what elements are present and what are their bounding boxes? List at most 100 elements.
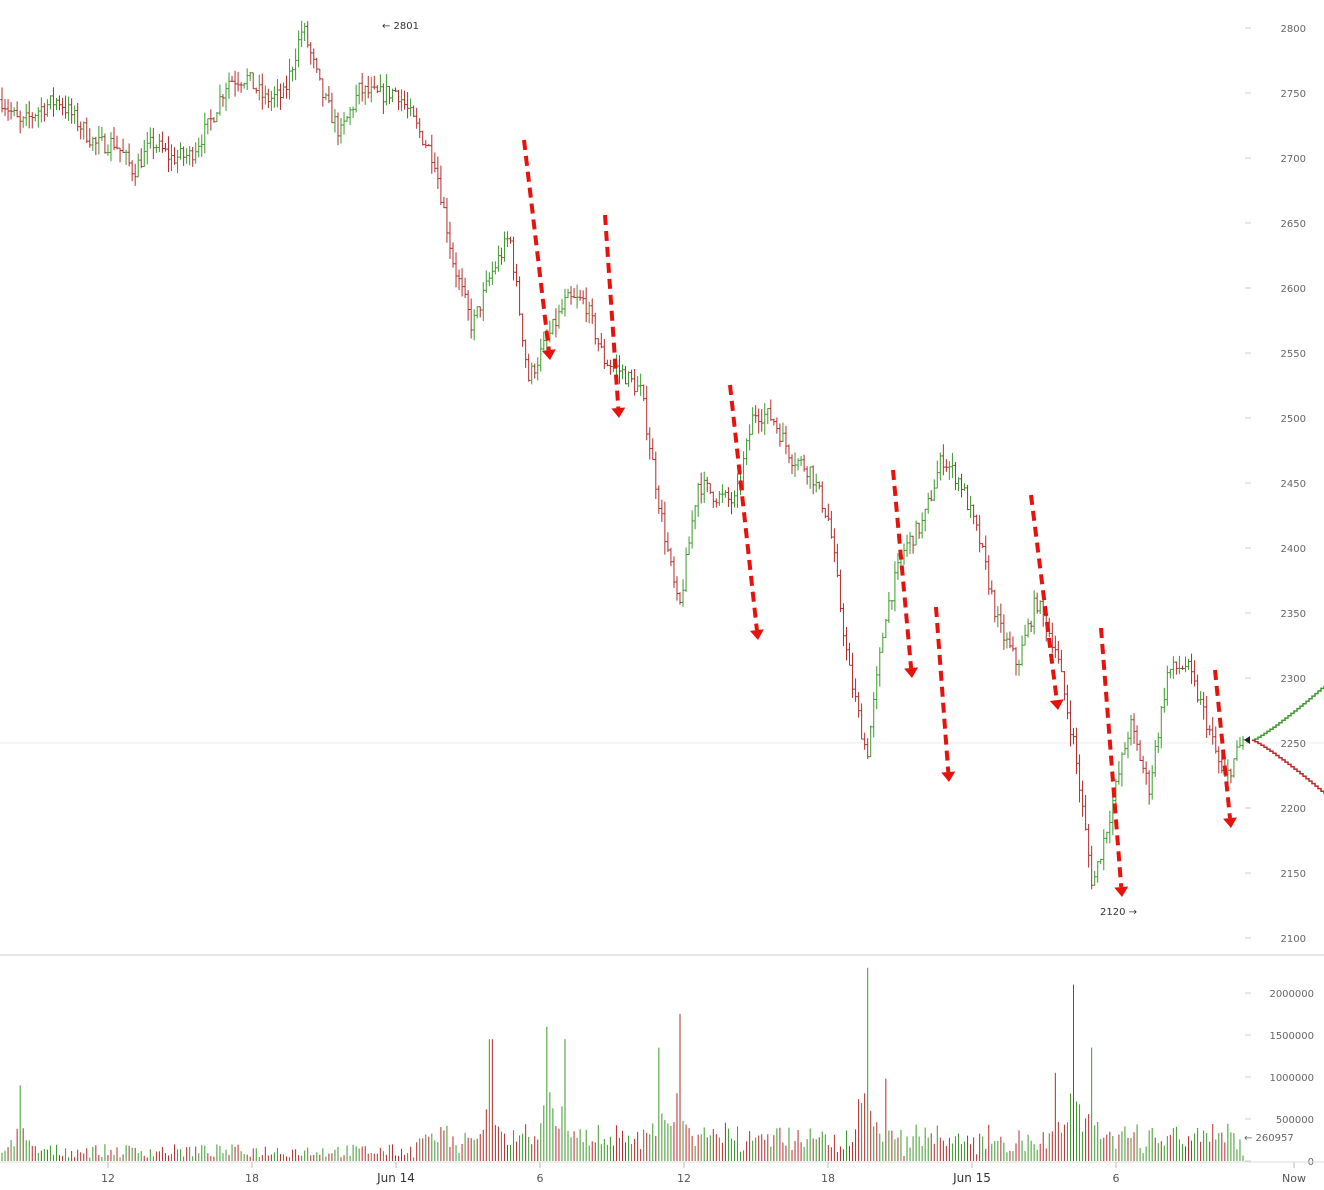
ohlc-bar bbox=[760, 409, 764, 432]
ohlc-bar bbox=[1180, 665, 1184, 670]
ohlc-bar bbox=[463, 277, 467, 299]
ohlc-bar bbox=[315, 57, 319, 73]
ohlc-bar bbox=[832, 528, 836, 563]
ohlc-bar bbox=[372, 75, 376, 90]
ohlc-bar bbox=[1238, 737, 1242, 748]
x-tick-label: 6 bbox=[537, 1172, 544, 1185]
ohlc-bar bbox=[303, 22, 307, 42]
ohlc-bar bbox=[1008, 631, 1012, 649]
ohlc-bar bbox=[484, 270, 488, 294]
ohlc-bar bbox=[621, 364, 624, 380]
ohlc-bar bbox=[1211, 717, 1215, 745]
ohlc-bar bbox=[48, 95, 52, 110]
ohlc-bar bbox=[363, 85, 367, 105]
ohlc-bar bbox=[817, 481, 821, 490]
ohlc-bar bbox=[357, 82, 361, 105]
ohlc-bar bbox=[400, 89, 404, 112]
ohlc-bar bbox=[627, 371, 631, 387]
ohlc-bar bbox=[309, 42, 313, 65]
ohlc-bar bbox=[1150, 765, 1154, 800]
ohlc-bar bbox=[763, 403, 767, 435]
ohlc-bar bbox=[660, 499, 664, 522]
ohlc-bar bbox=[348, 106, 352, 125]
ohlc-bar bbox=[321, 78, 325, 107]
ohlc-bar bbox=[85, 117, 89, 144]
ohlc-bar bbox=[542, 331, 546, 351]
ohlc-bar bbox=[206, 118, 210, 135]
ohlc-bar bbox=[593, 312, 597, 345]
ohlc-bar bbox=[708, 482, 712, 494]
ohlc-bar bbox=[772, 418, 776, 426]
x-tick-label: 12 bbox=[101, 1172, 115, 1185]
ohlc-bar bbox=[421, 130, 425, 146]
ohlc-bar bbox=[754, 405, 758, 424]
y-tick-label: 2750 bbox=[1281, 89, 1306, 100]
ohlc-bar bbox=[814, 473, 818, 493]
ohlc-bar bbox=[1202, 691, 1206, 720]
ohlc-bar bbox=[1232, 758, 1236, 778]
ohlc-bar bbox=[490, 261, 494, 285]
ohlc-bar bbox=[560, 298, 564, 315]
y-tick-label: 2100 bbox=[1281, 934, 1306, 945]
volume-tick-label: 1000000 bbox=[1269, 1073, 1314, 1084]
ohlc-bar bbox=[911, 535, 915, 554]
ohlc-bar bbox=[699, 472, 703, 504]
y-tick-label: 2450 bbox=[1281, 479, 1306, 490]
ohlc-bar bbox=[294, 48, 298, 81]
ohlc-bar bbox=[521, 313, 525, 347]
ohlc-bar bbox=[79, 121, 83, 140]
ohlc-bar bbox=[860, 703, 864, 740]
ohlc-bar bbox=[841, 603, 845, 647]
ohlc-bar bbox=[838, 569, 842, 613]
ohlc-bar bbox=[799, 456, 803, 466]
ohlc-bar bbox=[1214, 726, 1218, 754]
y-tick-label: 2550 bbox=[1281, 349, 1306, 360]
ohlc-bar bbox=[745, 438, 749, 465]
ohlc-bar bbox=[524, 339, 528, 368]
x-tick-label: 12 bbox=[677, 1172, 691, 1185]
ohlc-bar bbox=[466, 290, 470, 321]
ohlc-bar bbox=[1193, 660, 1197, 687]
ohlc-bar bbox=[645, 385, 649, 441]
ohlc-bar bbox=[148, 127, 152, 149]
trend-arrow bbox=[891, 469, 919, 678]
ohlc-bar bbox=[675, 576, 679, 601]
ohlc-bar bbox=[748, 424, 752, 451]
ohlc-bar bbox=[1217, 746, 1221, 774]
projection-upper-line bbox=[1252, 685, 1324, 742]
ohlc-bar bbox=[539, 338, 543, 372]
ohlc-bar bbox=[1132, 713, 1136, 745]
ohlc-bar bbox=[723, 490, 727, 498]
ohlc-bar bbox=[481, 282, 485, 322]
ohlc-bar bbox=[1183, 656, 1187, 673]
ohlc-bar bbox=[360, 72, 364, 102]
ohlc-bar bbox=[1241, 735, 1245, 750]
ohlc-bar bbox=[24, 103, 28, 127]
ohlc-bar bbox=[103, 133, 107, 154]
ohlc-bar bbox=[642, 384, 646, 401]
ohlc-bar bbox=[590, 298, 594, 324]
ohlc-bar bbox=[1159, 705, 1163, 749]
ohlc-bar bbox=[729, 492, 733, 515]
ohlc-bar bbox=[1093, 870, 1097, 886]
ohlc-bar bbox=[778, 423, 782, 447]
ohlc-bar bbox=[418, 118, 422, 139]
ohlc-bar bbox=[1090, 845, 1094, 890]
ohlc-bar bbox=[36, 107, 40, 128]
ohlc-bar bbox=[1187, 658, 1191, 670]
ohlc-bar bbox=[993, 589, 997, 623]
ohlc-bar bbox=[808, 466, 812, 489]
ohlc-bar bbox=[281, 82, 285, 99]
ohlc-bar bbox=[248, 71, 252, 81]
trend-arrows bbox=[522, 139, 1237, 897]
ohlc-bar bbox=[575, 284, 579, 309]
ohlc-bar bbox=[608, 359, 612, 375]
ohlc-bar bbox=[354, 84, 358, 113]
y-tick-label: 2300 bbox=[1281, 674, 1306, 685]
ohlc-bar bbox=[351, 106, 355, 118]
ohlc-bar bbox=[203, 112, 207, 154]
y-tick-label: 2700 bbox=[1281, 154, 1306, 165]
ohlc-bar bbox=[905, 534, 909, 557]
ohlc-bar bbox=[602, 338, 606, 369]
